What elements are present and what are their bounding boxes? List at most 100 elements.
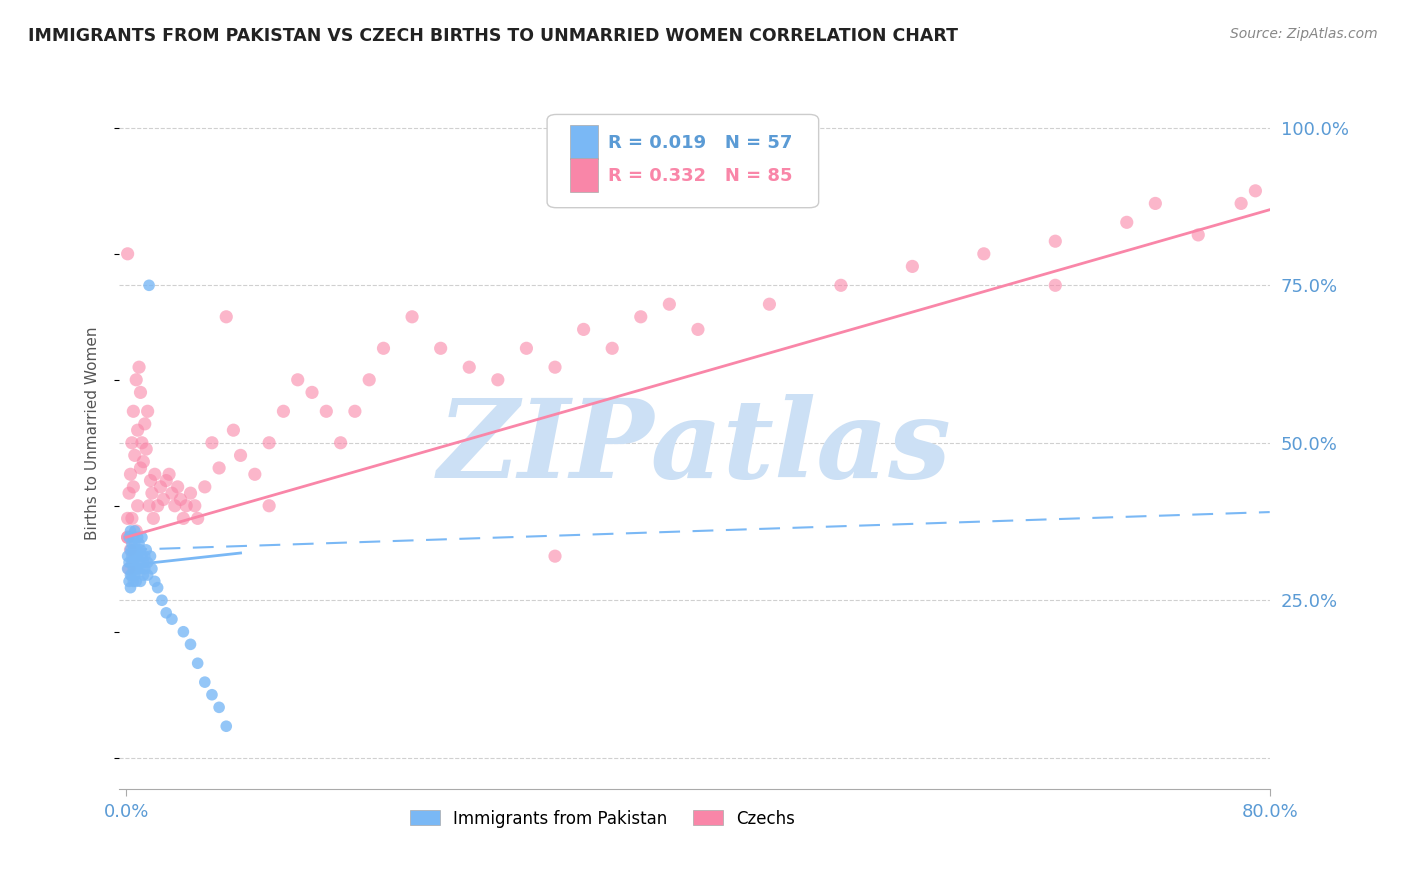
Point (136, 568, 159, 582)
Point (134, 417, 156, 431)
Point (128, 360, 150, 375)
Point (208, 461, 231, 475)
Point (187, 657, 209, 671)
Point (132, 556, 155, 570)
Point (141, 486, 163, 500)
Point (359, 373, 381, 387)
Point (544, 549, 567, 563)
Point (1045, 234, 1067, 248)
Point (138, 499, 160, 513)
Point (141, 562, 163, 576)
Point (131, 530, 153, 544)
Point (134, 562, 156, 576)
Point (458, 360, 481, 375)
Point (128, 536, 150, 550)
Point (134, 549, 156, 563)
Point (122, 556, 145, 570)
Point (152, 492, 174, 507)
Point (125, 542, 148, 557)
Point (273, 404, 295, 418)
Point (201, 435, 224, 450)
Point (135, 542, 157, 557)
Point (120, 467, 142, 482)
Point (429, 341, 451, 355)
Point (124, 449, 146, 463)
Point (146, 581, 169, 595)
Point (166, 480, 188, 494)
Point (343, 404, 366, 418)
Point (163, 499, 186, 513)
Point (120, 581, 142, 595)
Point (315, 404, 337, 418)
Point (1244, 184, 1267, 198)
Point (139, 549, 162, 563)
Point (201, 688, 224, 702)
Point (146, 499, 169, 513)
Point (630, 310, 652, 324)
Point (121, 435, 143, 450)
Point (257, 435, 280, 450)
Point (118, 562, 141, 576)
Text: ZIPatlas: ZIPatlas (437, 393, 952, 501)
Point (1144, 196, 1167, 211)
Point (149, 480, 172, 494)
FancyBboxPatch shape (547, 114, 818, 208)
Point (125, 574, 148, 589)
Point (187, 511, 209, 525)
Point (229, 449, 252, 463)
Point (172, 511, 194, 525)
Point (121, 556, 143, 570)
Point (287, 373, 309, 387)
Point (194, 675, 217, 690)
Point (329, 435, 352, 450)
Point (301, 385, 323, 400)
Text: Source: ZipAtlas.com: Source: ZipAtlas.com (1230, 27, 1378, 41)
Point (150, 593, 173, 607)
Point (515, 341, 537, 355)
Point (160, 486, 183, 500)
Point (129, 574, 152, 589)
FancyBboxPatch shape (569, 125, 598, 159)
Point (127, 562, 149, 576)
Point (1187, 227, 1209, 242)
Point (117, 247, 139, 261)
Point (127, 423, 149, 437)
Point (118, 556, 141, 570)
Point (758, 297, 780, 311)
Point (118, 530, 141, 544)
Point (142, 511, 165, 525)
Point (117, 511, 139, 525)
Point (180, 486, 202, 500)
Point (143, 574, 166, 589)
Point (138, 278, 160, 293)
Legend: Immigrants from Pakistan, Czechs: Immigrants from Pakistan, Czechs (404, 803, 801, 834)
Point (208, 700, 231, 714)
Point (174, 499, 197, 513)
Point (131, 435, 153, 450)
Point (139, 474, 162, 488)
Point (243, 467, 266, 482)
Point (120, 542, 142, 557)
Point (118, 486, 141, 500)
Point (135, 442, 157, 456)
Point (117, 530, 139, 544)
Point (658, 297, 681, 311)
Point (572, 322, 595, 336)
Point (155, 606, 177, 620)
Point (120, 542, 142, 557)
Point (122, 404, 145, 418)
Point (157, 467, 180, 482)
Point (222, 423, 245, 437)
Point (117, 562, 139, 576)
Point (124, 568, 146, 582)
Point (600, 341, 623, 355)
Point (121, 549, 143, 563)
Point (686, 322, 709, 336)
Point (120, 568, 142, 582)
Point (122, 480, 145, 494)
Point (125, 373, 148, 387)
Point (131, 549, 153, 563)
Point (129, 562, 152, 576)
Point (117, 530, 139, 544)
Point (127, 549, 149, 563)
